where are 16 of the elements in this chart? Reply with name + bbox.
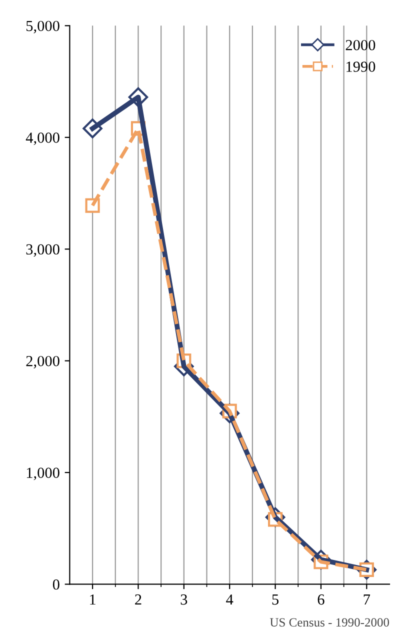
x-tick-label: 6 bbox=[318, 594, 324, 605]
x-tick-label: 5 bbox=[272, 594, 279, 605]
x-tick-label: 2 bbox=[135, 594, 142, 605]
y-tick-label: 5,000 bbox=[26, 20, 60, 34]
x-tick-label: 1 bbox=[90, 594, 96, 605]
y-tick-label: 3,000 bbox=[26, 244, 60, 257]
legend-label: 1990 bbox=[346, 62, 376, 72]
x-tick-label: 7 bbox=[364, 594, 370, 605]
y-tick-label: 1,000 bbox=[26, 468, 60, 480]
legend-label: 2000 bbox=[346, 40, 376, 50]
y-tick-label: 4,000 bbox=[26, 132, 60, 146]
x-tick-label: 4 bbox=[226, 594, 234, 605]
y-tick-label: 2,000 bbox=[26, 356, 60, 368]
x-tick-label: 3 bbox=[180, 594, 188, 605]
y-tick-label: 0 bbox=[52, 579, 60, 590]
text: US Census - 1990-2000 bbox=[270, 618, 390, 627]
